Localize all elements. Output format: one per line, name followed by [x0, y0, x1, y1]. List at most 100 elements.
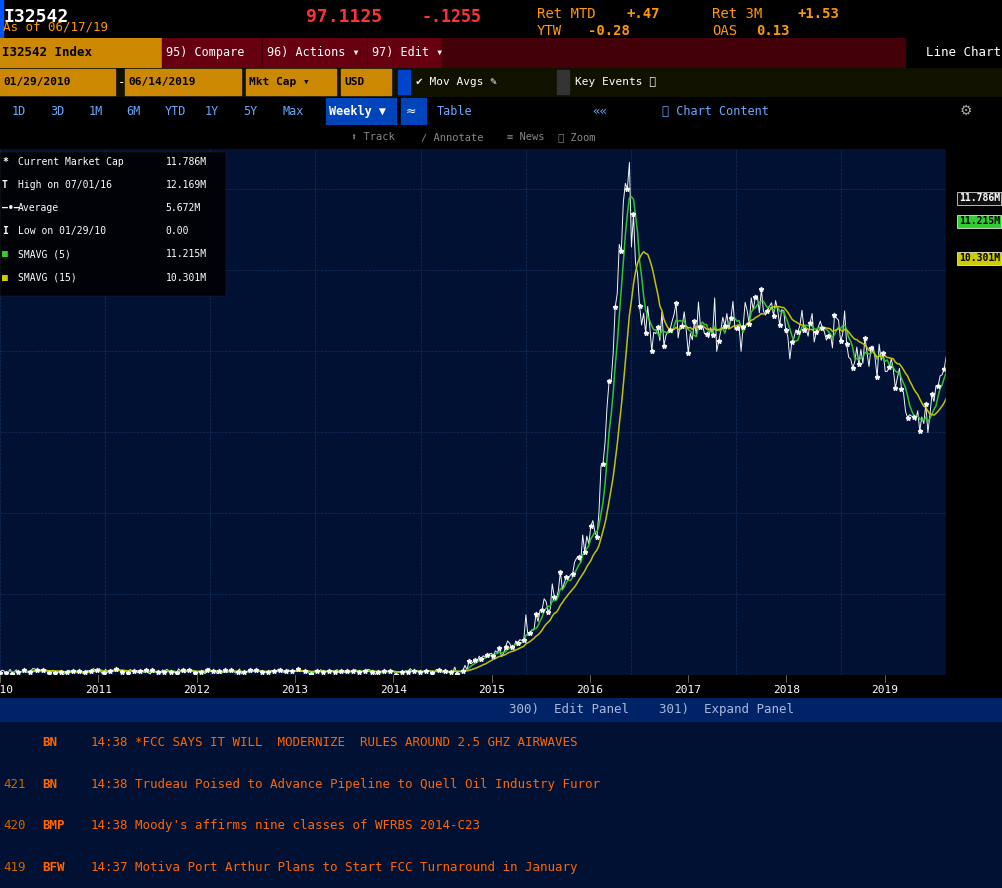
Text: -: - — [118, 75, 125, 89]
Text: ««: «« — [591, 105, 606, 117]
Text: 5.672M: 5.672M — [165, 203, 200, 213]
Text: 11.786M: 11.786M — [165, 157, 206, 167]
Text: Ret MTD: Ret MTD — [536, 7, 594, 20]
Text: +1.53: +1.53 — [797, 7, 839, 20]
Text: YTD: YTD — [164, 105, 185, 117]
Text: 2011: 2011 — [85, 685, 111, 695]
Text: SMAVG (15): SMAVG (15) — [18, 273, 77, 282]
Bar — [341, 69, 391, 95]
Text: Average: Average — [18, 203, 59, 213]
Text: 14:38: 14:38 — [90, 736, 127, 749]
Text: 🔍 Zoom: 🔍 Zoom — [557, 132, 594, 142]
Text: 2016: 2016 — [576, 685, 603, 695]
Text: Mkt Cap ▾: Mkt Cap ▾ — [248, 77, 310, 87]
Text: YTW: YTW — [536, 24, 561, 38]
Text: ℹ Chart Content: ℹ Chart Content — [661, 105, 769, 117]
Text: ≈: ≈ — [405, 105, 415, 117]
Bar — [0, 0, 2, 37]
Text: BMP: BMP — [42, 819, 64, 832]
Bar — [0, 37, 162, 67]
Text: 2015: 2015 — [478, 685, 505, 695]
Text: 11.215M: 11.215M — [165, 250, 206, 259]
Text: ■: ■ — [2, 273, 8, 282]
Text: Line Chart: Line Chart — [925, 46, 1000, 59]
Text: 420: 420 — [3, 819, 25, 832]
Text: 1M: 1M — [88, 105, 102, 117]
Text: ⬆ Track: ⬆ Track — [351, 132, 395, 142]
Text: 97) Edit ▾: 97) Edit ▾ — [372, 46, 443, 59]
Bar — [0, 69, 115, 95]
Text: 2010: 2010 — [0, 685, 13, 695]
Text: ≡ News: ≡ News — [506, 132, 543, 142]
Bar — [443, 37, 904, 67]
Bar — [945, 149, 1002, 675]
Bar — [162, 37, 263, 67]
Text: 96) Actions ▾: 96) Actions ▾ — [267, 46, 359, 59]
Text: 10.301M: 10.301M — [165, 273, 206, 282]
Text: As of 06/17/19: As of 06/17/19 — [3, 20, 108, 33]
Bar — [0, 152, 225, 297]
Text: 10.301M: 10.301M — [958, 253, 999, 263]
Text: 14:37: 14:37 — [90, 860, 127, 874]
Bar — [326, 98, 396, 124]
Bar — [398, 70, 410, 93]
Text: 14:38: 14:38 — [90, 819, 127, 832]
Text: Motiva Port Arthur Plans to Start FCC Turnaround in January: Motiva Port Arthur Plans to Start FCC Tu… — [135, 860, 577, 874]
Text: OAS: OAS — [711, 24, 736, 38]
Text: Moody's affirms nine classes of WFRBS 2014-C23: Moody's affirms nine classes of WFRBS 20… — [135, 819, 480, 832]
Text: 0.13: 0.13 — [756, 24, 789, 38]
Text: 06/14/2019: 06/14/2019 — [128, 77, 195, 87]
Text: -0.28: -0.28 — [587, 24, 629, 38]
Text: 14:38: 14:38 — [90, 778, 127, 790]
Text: ■: ■ — [2, 250, 8, 259]
Text: Trudeau Poised to Advance Pipeline to Quell Oil Industry Furor: Trudeau Poised to Advance Pipeline to Qu… — [135, 778, 600, 790]
Text: 01/29/2010: 01/29/2010 — [3, 77, 70, 87]
Bar — [263, 37, 368, 67]
Text: I: I — [2, 226, 8, 236]
Bar — [367, 37, 368, 67]
Text: 2014: 2014 — [380, 685, 406, 695]
Text: 3D: 3D — [50, 105, 64, 117]
Text: ⚙: ⚙ — [959, 104, 971, 118]
Text: 2018: 2018 — [773, 685, 800, 695]
Text: 2012: 2012 — [183, 685, 209, 695]
Text: USD: USD — [344, 77, 364, 87]
Bar — [556, 70, 568, 93]
Text: Table: Table — [436, 105, 472, 117]
Text: 0.00: 0.00 — [165, 226, 188, 236]
Text: 5Y: 5Y — [242, 105, 257, 117]
Text: 300)  Edit Panel    301)  Expand Panel: 300) Edit Panel 301) Expand Panel — [509, 703, 794, 717]
Text: 95) Compare: 95) Compare — [166, 46, 244, 59]
Text: 97.1125: 97.1125 — [306, 8, 382, 27]
Text: +.47: +.47 — [626, 7, 659, 20]
Text: SMAVG (5): SMAVG (5) — [18, 250, 71, 259]
Text: 11.786M: 11.786M — [958, 194, 999, 203]
Text: -.1255: -.1255 — [421, 8, 481, 27]
Text: 2013: 2013 — [282, 685, 308, 695]
Bar — [401, 98, 426, 124]
Text: Key Events ⓘ: Key Events ⓘ — [574, 77, 655, 87]
Text: —•—: —•— — [2, 203, 20, 213]
Text: ✔ Mov Avgs ✎: ✔ Mov Avgs ✎ — [416, 77, 497, 87]
Text: Current Market Cap: Current Market Cap — [18, 157, 123, 167]
Text: 2017: 2017 — [674, 685, 701, 695]
Text: T: T — [2, 180, 8, 190]
Text: High on 07/01/16: High on 07/01/16 — [18, 180, 112, 190]
Text: ∕ Annotate: ∕ Annotate — [421, 132, 483, 142]
Text: 1D: 1D — [12, 105, 26, 117]
Text: Max: Max — [283, 105, 304, 117]
Text: 12.169M: 12.169M — [165, 180, 206, 190]
Text: 6M: 6M — [126, 105, 140, 117]
Bar — [368, 37, 443, 67]
Bar — [125, 69, 240, 95]
Text: 1Y: 1Y — [204, 105, 218, 117]
Text: 11.215M: 11.215M — [958, 217, 999, 226]
Text: 421: 421 — [3, 778, 25, 790]
Text: BN: BN — [42, 736, 57, 749]
Text: Low on 01/29/10: Low on 01/29/10 — [18, 226, 106, 236]
Text: 2019: 2019 — [871, 685, 898, 695]
Text: 419: 419 — [3, 860, 25, 874]
Text: *FCC SAYS IT WILL  MODERNIZE  RULES AROUND 2.5 GHZ AIRWAVES: *FCC SAYS IT WILL MODERNIZE RULES AROUND… — [135, 736, 577, 749]
Text: *: * — [2, 157, 8, 167]
Text: I32542 Index: I32542 Index — [2, 46, 92, 59]
